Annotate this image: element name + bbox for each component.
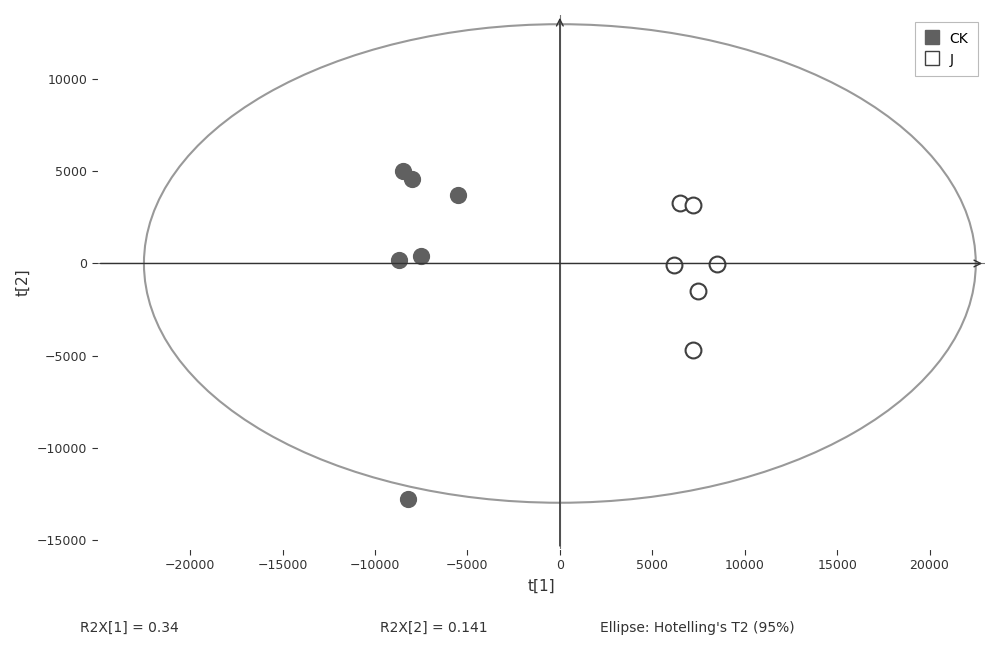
J bbox=[672, 198, 688, 208]
Text: R2X[1] = 0.34: R2X[1] = 0.34 bbox=[80, 621, 179, 635]
CK bbox=[400, 494, 416, 504]
J bbox=[690, 286, 706, 296]
J bbox=[666, 260, 682, 270]
X-axis label: t[1]: t[1] bbox=[528, 579, 555, 594]
CK bbox=[404, 174, 420, 184]
CK bbox=[413, 251, 429, 261]
CK bbox=[395, 167, 411, 177]
Text: Ellipse: Hotelling's T2 (95%): Ellipse: Hotelling's T2 (95%) bbox=[600, 621, 795, 635]
J bbox=[685, 200, 701, 210]
CK bbox=[391, 255, 407, 265]
J bbox=[685, 345, 701, 355]
Text: R2X[2] = 0.141: R2X[2] = 0.141 bbox=[380, 621, 488, 635]
J bbox=[709, 259, 725, 270]
Y-axis label: t[2]: t[2] bbox=[15, 268, 30, 295]
CK bbox=[450, 191, 466, 201]
Legend: CK, J: CK, J bbox=[915, 22, 978, 76]
